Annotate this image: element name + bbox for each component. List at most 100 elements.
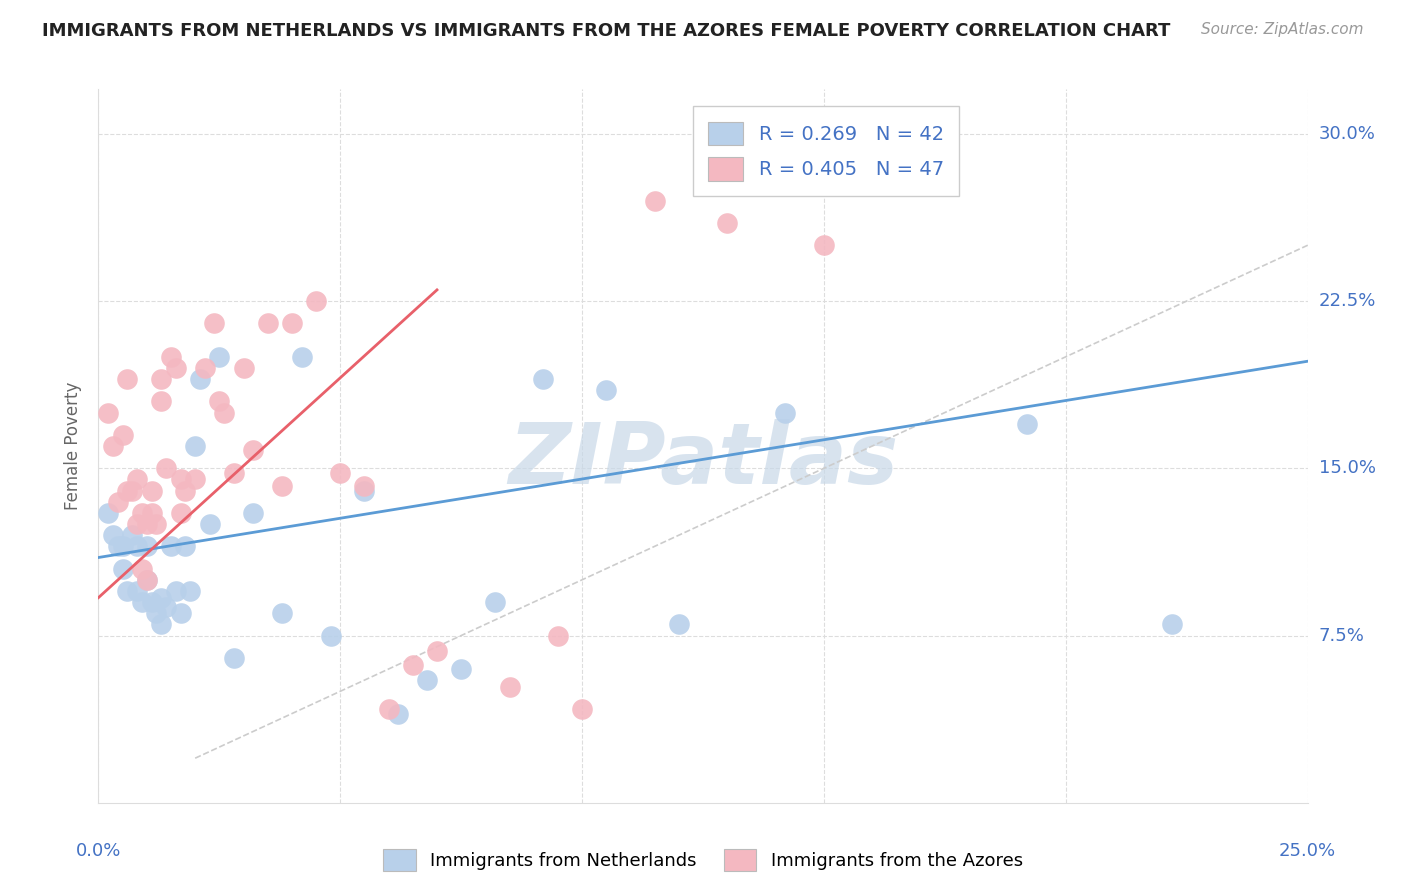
Point [160, 539, 183, 553]
Text: ZIPatlas: ZIPatlas [508, 418, 898, 502]
Point [131, 562, 153, 576]
Point [150, 617, 173, 632]
Point [208, 394, 231, 409]
Text: Source: ZipAtlas.com: Source: ZipAtlas.com [1201, 22, 1364, 37]
Point [271, 479, 294, 493]
Point [222, 651, 245, 665]
Point [165, 583, 187, 598]
Point [155, 461, 177, 475]
Point [145, 517, 167, 532]
Point [97, 405, 120, 420]
Point [402, 657, 425, 672]
Point [131, 506, 153, 520]
Point [668, 617, 690, 632]
Point [179, 583, 201, 598]
Point [117, 583, 139, 598]
Text: IMMIGRANTS FROM NETHERLANDS VS IMMIGRANTS FROM THE AZORES FEMALE POVERTY CORRELA: IMMIGRANTS FROM NETHERLANDS VS IMMIGRANT… [42, 22, 1171, 40]
Point [1015, 417, 1038, 431]
Text: 30.0%: 30.0% [1319, 125, 1375, 143]
Point [256, 317, 278, 331]
Point [531, 372, 554, 386]
Point [141, 483, 163, 498]
Point [169, 607, 191, 621]
Point [773, 405, 796, 420]
Point [169, 473, 191, 487]
Point [204, 317, 226, 331]
Point [150, 394, 173, 409]
Point [101, 528, 124, 542]
Point [387, 706, 409, 721]
Point [188, 372, 211, 386]
Legend: R = 0.269   N = 42, R = 0.405   N = 47: R = 0.269 N = 42, R = 0.405 N = 47 [693, 106, 959, 196]
Point [107, 494, 129, 508]
Point [174, 483, 197, 498]
Point [571, 702, 593, 716]
Point [305, 293, 328, 308]
Point [131, 595, 153, 609]
Point [174, 539, 197, 553]
Point [426, 644, 449, 658]
Point [281, 317, 304, 331]
Point [232, 360, 254, 375]
Point [377, 702, 399, 716]
Point [547, 628, 569, 642]
Point [319, 628, 342, 642]
Point [813, 238, 835, 252]
Point [101, 439, 124, 453]
Point [117, 372, 139, 386]
Point [353, 483, 375, 498]
Point [716, 216, 738, 230]
Point [155, 599, 177, 614]
Point [121, 528, 143, 542]
Point [198, 517, 221, 532]
Point [145, 607, 167, 621]
Point [242, 506, 264, 520]
Point [290, 350, 312, 364]
Point [150, 372, 173, 386]
Point [242, 443, 264, 458]
Point [484, 595, 506, 609]
Text: 15.0%: 15.0% [1319, 459, 1375, 477]
Point [135, 573, 157, 587]
Point [111, 427, 134, 442]
Point [107, 539, 129, 553]
Point [135, 539, 157, 553]
Point [127, 539, 149, 553]
Point [135, 517, 157, 532]
Text: 22.5%: 22.5% [1319, 292, 1376, 310]
Point [353, 479, 375, 493]
Point [1161, 617, 1184, 632]
Text: 0.0%: 0.0% [76, 842, 121, 860]
Point [97, 506, 120, 520]
Point [111, 539, 134, 553]
Y-axis label: Female Poverty: Female Poverty [65, 382, 83, 510]
Point [498, 680, 520, 694]
Text: 7.5%: 7.5% [1319, 626, 1365, 645]
Point [208, 350, 231, 364]
Point [169, 506, 191, 520]
Point [150, 591, 173, 605]
Point [135, 573, 157, 587]
Point [450, 662, 472, 676]
Point [184, 473, 207, 487]
Point [141, 595, 163, 609]
Point [329, 466, 352, 480]
Point [194, 360, 217, 375]
Point [117, 483, 139, 498]
Point [160, 350, 183, 364]
Text: 25.0%: 25.0% [1279, 842, 1336, 860]
Point [416, 673, 439, 687]
Point [644, 194, 666, 208]
Point [222, 466, 245, 480]
Point [127, 517, 149, 532]
Point [127, 583, 149, 598]
Point [121, 483, 143, 498]
Point [184, 439, 207, 453]
Point [165, 360, 187, 375]
Legend: Immigrants from Netherlands, Immigrants from the Azores: Immigrants from Netherlands, Immigrants … [375, 842, 1031, 879]
Point [271, 607, 294, 621]
Point [595, 384, 617, 398]
Point [127, 473, 149, 487]
Point [212, 405, 235, 420]
Point [141, 506, 163, 520]
